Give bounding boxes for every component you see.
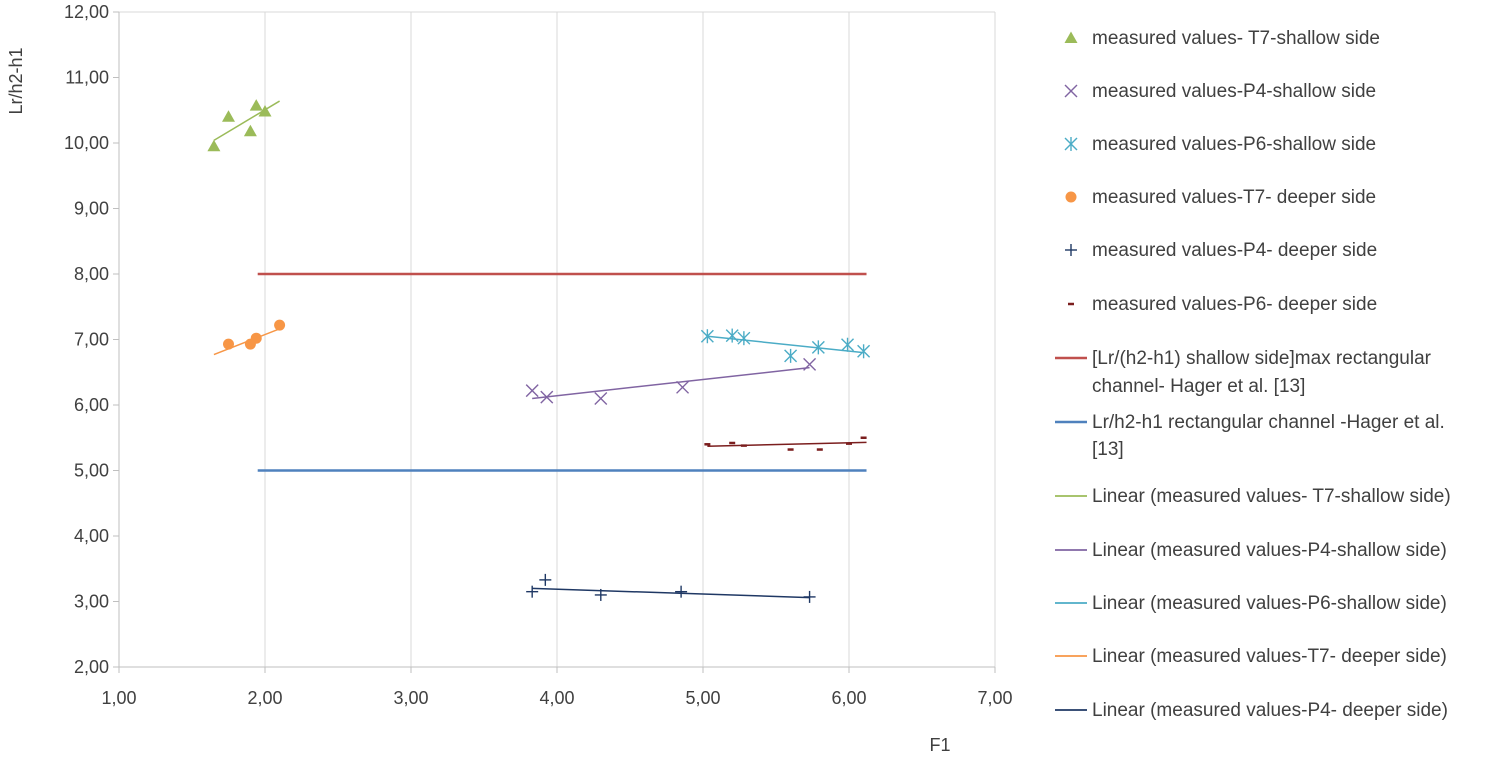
x-tick-label: 6,00 <box>831 688 866 708</box>
data-point <box>594 391 608 405</box>
y-tick-label: 10,00 <box>64 133 109 153</box>
data-point-part <box>243 124 257 137</box>
legend-marker <box>1064 31 1078 43</box>
legend-marker <box>1065 244 1077 256</box>
trendline <box>213 100 280 142</box>
y-tick-label: 6,00 <box>74 395 109 415</box>
markers-layer <box>207 99 871 603</box>
x-tick-label: 7,00 <box>977 688 1012 708</box>
legend-label: measured values-T7- deeper side <box>1092 187 1376 208</box>
legend-label: Linear (measured values-T7- deeper side) <box>1092 646 1447 667</box>
legend-label: measured values- T7-shallow side <box>1092 28 1380 49</box>
y-tick-label: 5,00 <box>74 461 109 481</box>
data-point-part <box>207 139 221 152</box>
x-axis-title: F1 <box>929 735 950 755</box>
data-point <box>207 139 221 152</box>
legend-marker <box>1064 84 1078 98</box>
data-point-part <box>250 332 262 344</box>
legend-marker-part <box>1065 191 1077 203</box>
reference-lines-layer <box>257 272 867 472</box>
legend-label: measured values-P6- deeper side <box>1092 294 1377 315</box>
trendlines-layer <box>213 100 867 599</box>
grid-layer <box>119 11 996 667</box>
data-point <box>274 319 286 331</box>
data-point-part <box>274 319 286 331</box>
data-point <box>249 99 263 111</box>
y-tick-label: 9,00 <box>74 199 109 219</box>
legend-label: channel- Hager et al. [13] <box>1092 376 1305 397</box>
legend-label: [13] <box>1092 439 1124 460</box>
data-point-part <box>525 384 539 398</box>
data-point-part <box>803 357 817 371</box>
trendline <box>532 587 810 599</box>
axis-layer: 2,00 3,00 4,00 5,00 6,00 7,00 8,00 9,00 10,00 11,… <box>64 2 1013 708</box>
legend-label: Linear (measured values-P4-shallow side) <box>1092 540 1447 561</box>
data-point <box>811 340 825 355</box>
data-point-part <box>258 105 272 117</box>
legend-marker-part <box>1064 31 1078 43</box>
legend-label: measured values-P6-shallow side <box>1092 134 1376 155</box>
legend-marker-part <box>1064 84 1078 98</box>
data-point-part <box>223 338 234 350</box>
y-tick-label: 7,00 <box>74 330 109 350</box>
legend-label: Linear (measured values-P4- deeper side) <box>1092 700 1448 721</box>
data-point <box>803 357 817 371</box>
y-tick-label: 11,00 <box>65 68 109 88</box>
data-point <box>540 390 554 404</box>
x-tick-label: 4,00 <box>539 688 574 708</box>
data-point <box>525 384 539 398</box>
y-tick-label: 2,00 <box>74 657 109 677</box>
y-tick-label: 4,00 <box>74 526 109 546</box>
legend-marker <box>1065 191 1077 203</box>
y-tick-label: 3,00 <box>74 592 109 612</box>
data-point <box>526 585 539 598</box>
data-point <box>676 380 690 394</box>
y-axis-title: Lr/h2-h1 <box>6 47 26 114</box>
legend-label: Linear (measured values- T7-shallow side… <box>1092 486 1451 507</box>
data-point <box>737 331 751 346</box>
legend: measured values- T7-shallow side measured… <box>1055 28 1451 721</box>
data-point <box>857 344 871 359</box>
data-point-part <box>249 99 263 111</box>
data-point-part <box>676 380 690 394</box>
data-point <box>222 110 235 122</box>
y-tick-label: 8,00 <box>74 264 109 284</box>
data-point-part <box>594 391 608 405</box>
legend-label: measured values-P4-shallow side <box>1092 81 1376 102</box>
legend-label: [Lr/(h2-h1) shallow side]max rectangular <box>1092 348 1432 369</box>
data-point <box>594 588 607 601</box>
data-point <box>250 332 262 344</box>
y-tick-label: 12,00 <box>64 2 109 22</box>
legend-label: Lr/h2-h1 rectangular channel -Hager et a… <box>1092 412 1445 433</box>
data-point <box>725 328 739 343</box>
legend-label: measured values-P4- deeper side <box>1092 240 1377 261</box>
legend-label: Linear (measured values-P6-shallow side) <box>1092 593 1447 614</box>
x-tick-label: 2,00 <box>247 688 282 708</box>
data-point <box>803 590 816 603</box>
data-point <box>700 329 714 344</box>
x-tick-label: 1,00 <box>101 688 136 708</box>
data-point <box>841 337 855 352</box>
x-tick-label: 3,00 <box>393 688 428 708</box>
trendline <box>707 335 864 354</box>
data-point <box>784 348 798 363</box>
data-point <box>258 105 272 117</box>
data-point <box>675 585 688 598</box>
data-point <box>223 338 234 350</box>
legend-marker <box>1064 137 1078 151</box>
data-point-part <box>540 390 554 404</box>
data-point <box>539 573 552 586</box>
x-tick-label: 5,00 <box>685 688 720 708</box>
trendline <box>532 366 810 400</box>
data-point-part <box>222 110 235 122</box>
trendline <box>707 441 867 448</box>
data-point <box>243 124 257 137</box>
